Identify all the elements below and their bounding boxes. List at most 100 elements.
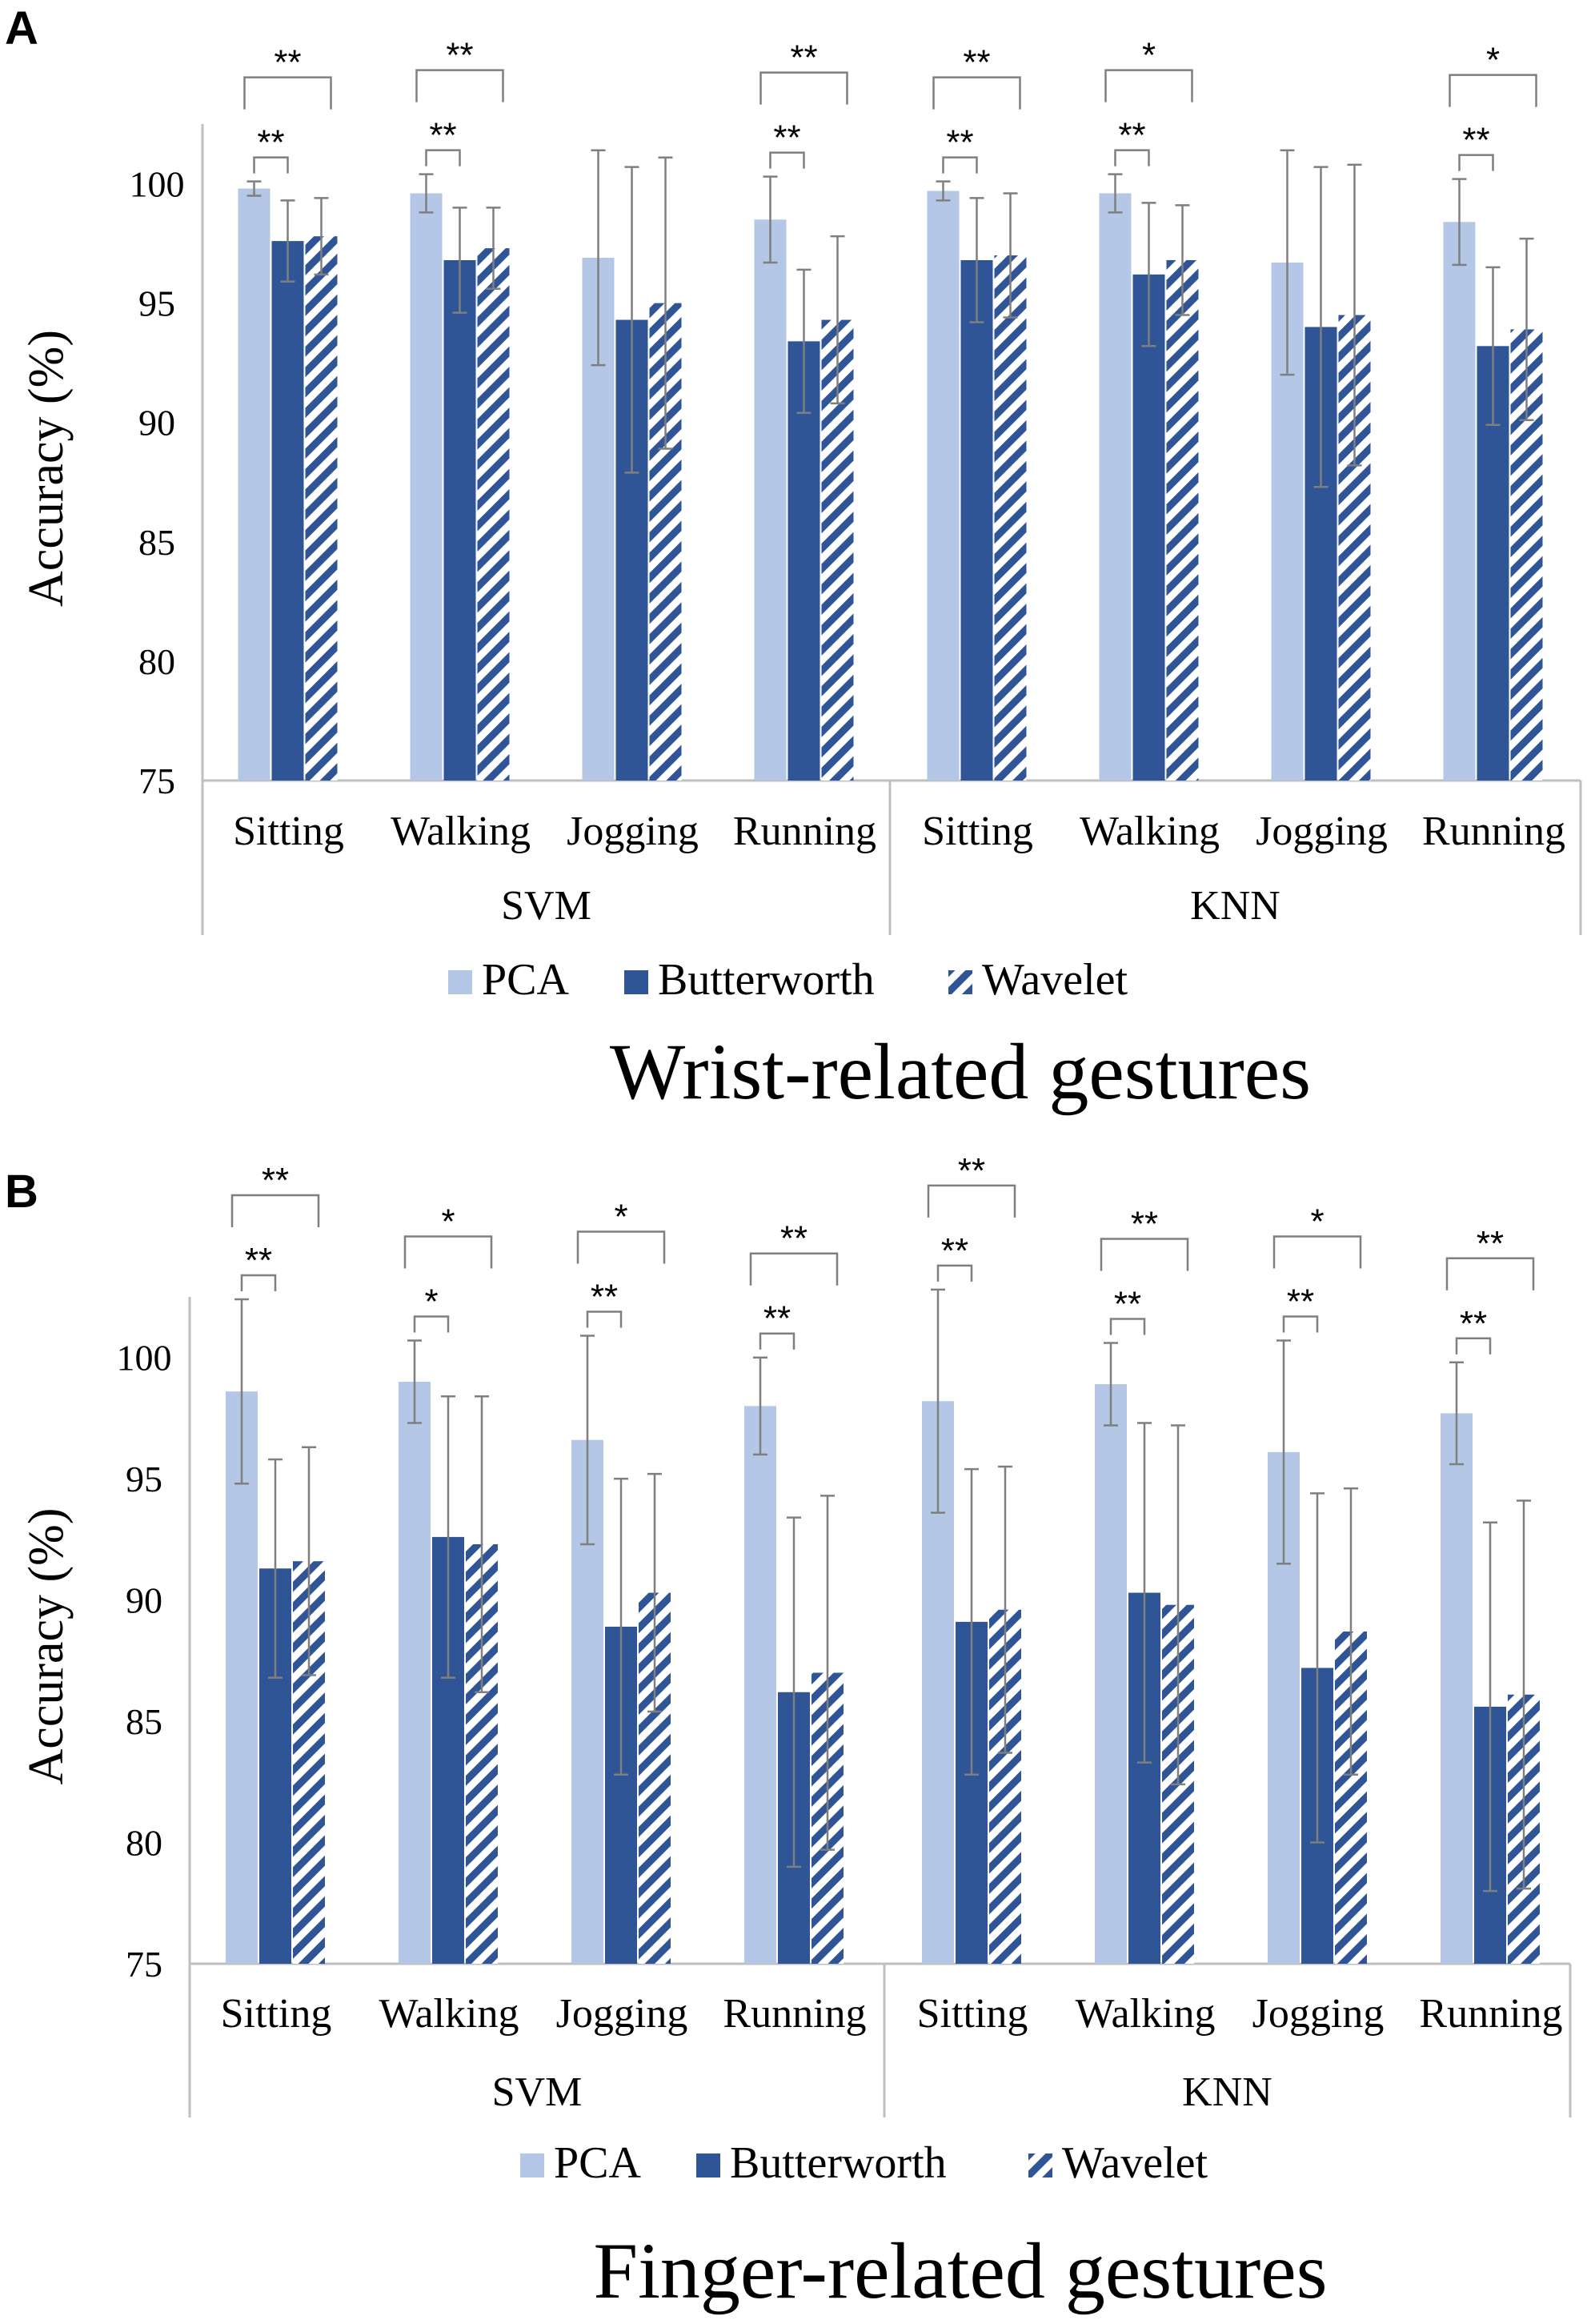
- significance-marker: **: [274, 43, 301, 82]
- significance-marker: **: [941, 1231, 968, 1270]
- wavelet-bar: [477, 248, 510, 781]
- category-label: Running: [1419, 1991, 1562, 2037]
- wavelet-bar: [305, 236, 338, 781]
- significance-bracket: [927, 1184, 1016, 1218]
- category-label: Walking: [391, 809, 531, 854]
- pca-bar: [1443, 222, 1476, 781]
- significance-marker: **: [1118, 116, 1145, 155]
- legend-label: Wavelet: [1062, 2138, 1208, 2188]
- category-label: Jogging: [1256, 809, 1388, 854]
- significance-marker: **: [257, 123, 284, 163]
- category-label: Sitting: [233, 809, 344, 854]
- legend-pca: PCA: [448, 955, 569, 1005]
- pca-bar: [410, 193, 443, 781]
- category-label: Running: [1422, 809, 1565, 854]
- y-axis-label: Accuracy (%): [19, 330, 74, 607]
- significance-marker: *: [441, 1202, 455, 1242]
- significance-marker: **: [963, 43, 990, 82]
- legend-label: PCA: [482, 955, 569, 1005]
- legend-label: PCA: [554, 2138, 641, 2188]
- significance-marker: **: [591, 1277, 618, 1316]
- significance-bracket: [240, 1274, 277, 1292]
- significance-marker: **: [1287, 1282, 1314, 1322]
- significance-bracket: [932, 76, 1021, 110]
- significance-bracket: [230, 1194, 320, 1228]
- significance-marker: **: [790, 38, 817, 78]
- butterworth-bar: [271, 241, 304, 781]
- pca-bar: [1441, 1413, 1473, 1964]
- category-label: Sitting: [221, 1991, 332, 2037]
- butterworth-bar: [443, 259, 476, 781]
- group-label: KNN: [1190, 883, 1280, 929]
- significance-marker: **: [946, 123, 973, 163]
- y-tick-label: 85: [126, 1701, 162, 1742]
- y-tick-label: 80: [138, 641, 175, 682]
- significance-bracket: [936, 1264, 973, 1282]
- significance-bracket: [1445, 1257, 1535, 1290]
- y-tick-label: 90: [138, 403, 175, 444]
- significance-bracket: [243, 76, 332, 110]
- significance-marker: **: [1460, 1304, 1487, 1343]
- significance-bracket: [1458, 154, 1494, 171]
- category-label: Sitting: [922, 809, 1033, 854]
- category-label: Walking: [1076, 1991, 1216, 2037]
- significance-marker: **: [763, 1299, 791, 1339]
- significance-bracket: [759, 1332, 796, 1350]
- significance-bracket: [769, 151, 805, 169]
- y-tick-label: 75: [126, 1944, 162, 1985]
- group-label: SVM: [501, 883, 591, 929]
- significance-marker: **: [1131, 1205, 1158, 1244]
- significance-bracket: [1104, 69, 1193, 102]
- significance-bracket: [749, 1252, 839, 1286]
- pca-bar: [754, 219, 787, 781]
- chart-title: Wrist-related gestures: [610, 1027, 1311, 1116]
- significance-bracket: [586, 1311, 623, 1328]
- panel-label: A: [5, 2, 38, 54]
- significance-bracket: [1114, 149, 1150, 167]
- wavelet-bar: [994, 255, 1027, 781]
- significance-marker: **: [1477, 1224, 1504, 1263]
- butterworth-bar: [787, 341, 820, 781]
- legend-label: Wavelet: [982, 955, 1128, 1005]
- significance-marker: **: [429, 116, 456, 155]
- group-label: KNN: [1182, 2069, 1272, 2115]
- y-axis-label: Accuracy (%): [19, 1508, 74, 1785]
- significance-marker: **: [1114, 1285, 1141, 1324]
- category-label: Jogging: [567, 809, 699, 854]
- legend-label: Butterworth: [658, 955, 875, 1005]
- pca-bar: [927, 191, 960, 781]
- legend-butterworth: Butterworth: [624, 955, 875, 1005]
- legend-swatch: [624, 970, 648, 994]
- panel-label: B: [5, 1166, 38, 1218]
- category-label: Sitting: [917, 1991, 1028, 2037]
- significance-marker: *: [424, 1282, 438, 1322]
- category-label: Running: [733, 809, 876, 854]
- pca-bar: [744, 1406, 776, 1964]
- pca-bar: [399, 1382, 431, 1964]
- significance-marker: **: [780, 1219, 808, 1258]
- y-tick-label: 100: [130, 164, 185, 205]
- y-tick-label: 85: [138, 522, 175, 563]
- pca-bar: [1095, 1384, 1127, 1964]
- significance-bracket: [425, 149, 461, 167]
- chart-title: Finger-related gestures: [593, 2226, 1327, 2315]
- y-tick-label: 80: [126, 1823, 162, 1864]
- legend-wavelet: Wavelet: [948, 955, 1128, 1005]
- significance-bracket: [253, 156, 289, 174]
- significance-bracket: [1100, 1238, 1189, 1271]
- significance-marker: *: [1486, 41, 1500, 80]
- significance-bracket: [759, 71, 848, 105]
- y-tick-label: 75: [138, 761, 175, 801]
- significance-marker: **: [245, 1241, 272, 1280]
- significance-bracket: [1109, 1318, 1146, 1335]
- legend-swatch: [1028, 2153, 1052, 2177]
- wavelet-bar: [1166, 259, 1199, 781]
- y-tick-label: 95: [138, 283, 175, 324]
- significance-marker: **: [958, 1151, 985, 1190]
- significance-bracket: [413, 1315, 450, 1333]
- legend-swatch: [696, 2153, 720, 2177]
- significance-bracket: [576, 1230, 666, 1264]
- legend-wavelet: Wavelet: [1028, 2138, 1208, 2188]
